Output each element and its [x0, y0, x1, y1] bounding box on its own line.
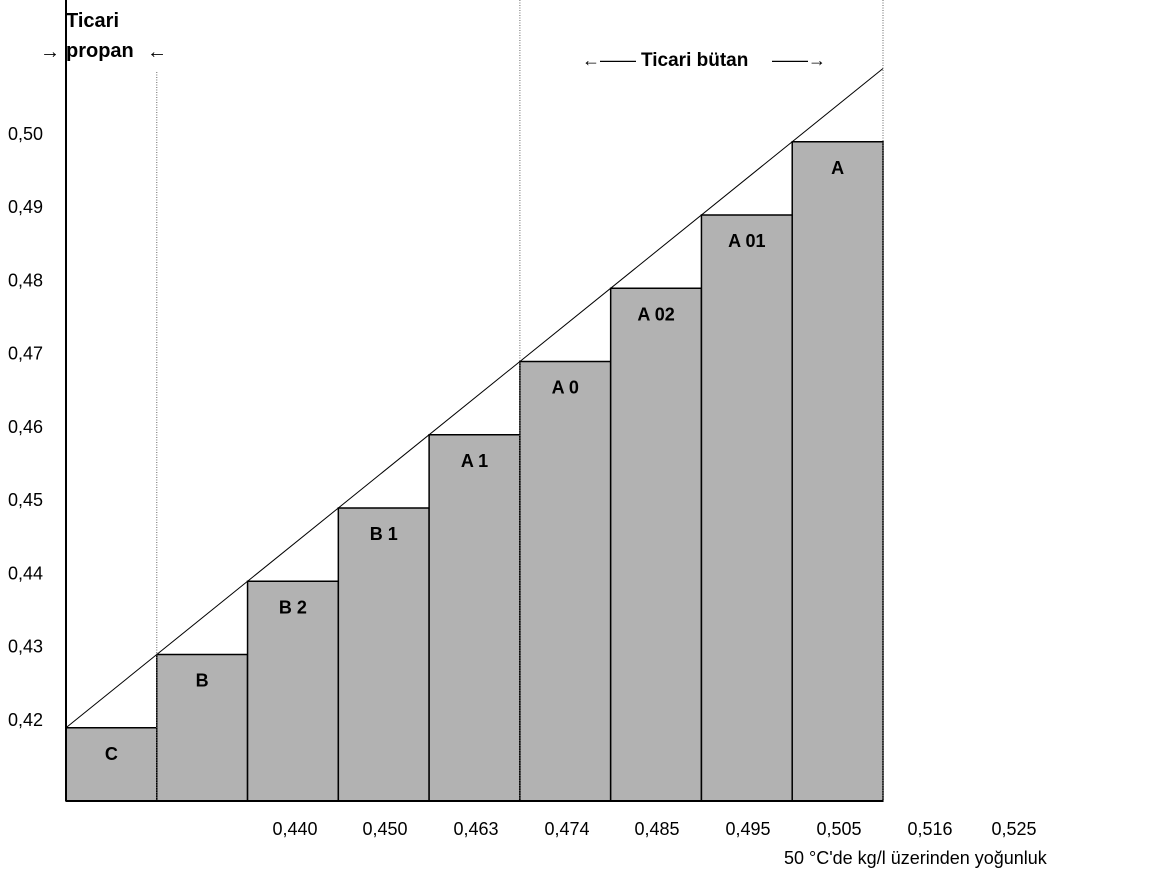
diagonal-line — [65, 68, 884, 729]
bar-b2 — [246, 580, 340, 802]
bar-label: A 02 — [637, 304, 674, 324]
bar-label: A 01 — [728, 231, 765, 251]
x-tick-labels: 0,440 0,450 0,463 0,474 0,485 0,495 0,505 0,516… — [272, 819, 1036, 839]
butane-arrow-right: ——→ — [772, 50, 826, 70]
propane-label-line1: Ticari — [66, 10, 119, 32]
bar-b — [156, 653, 249, 802]
bar-label: B 1 — [370, 524, 398, 544]
y-tick-label: 0,45 — [8, 490, 43, 510]
bar-label: B 2 — [279, 597, 307, 617]
y-tick-label: 0,46 — [8, 417, 43, 437]
x-tick-label: 0,463 — [453, 819, 498, 839]
y-tick-label: 0,44 — [8, 563, 43, 583]
butane-label: Ticari bütan — [641, 50, 748, 71]
y-tick-label: 0,43 — [8, 637, 43, 657]
x-tick-label: 0,440 — [272, 819, 317, 839]
bar-label: C — [105, 744, 118, 764]
x-tick-label: 0,516 — [907, 819, 952, 839]
x-tick-label: 0,474 — [544, 819, 589, 839]
x-axis-label: 50 °C'de kg/l üzerinden yoğunluk — [784, 848, 1048, 868]
y-tick-label: 0,47 — [8, 344, 43, 364]
x-tick-label: 0,450 — [362, 819, 407, 839]
y-tick-label: 0,48 — [8, 270, 43, 290]
y-tick-label: 0,50 — [8, 124, 43, 144]
bar-label: A 1 — [461, 451, 488, 471]
propane-label-line2: propan — [66, 40, 134, 62]
guides-group — [156, 0, 884, 801]
bar-b1 — [337, 507, 430, 802]
bars-group: C B B 2 B 1 A 1 A 0 A 02 A 01 A — [65, 141, 884, 802]
bar-label: B — [196, 671, 209, 691]
x-tick-label: 0,495 — [725, 819, 770, 839]
propane-arrow-left: → — [40, 41, 60, 63]
bar-a02 — [609, 287, 703, 802]
bar-a0 — [519, 360, 612, 802]
x-tick-label: 0,525 — [991, 819, 1036, 839]
y-tick-labels: 0,42 0,43 0,44 0,45 0,46 0,47 0,48 0,49 0,50 — [8, 124, 43, 730]
bar-label: A — [831, 158, 844, 178]
x-tick-label: 0,485 — [634, 819, 679, 839]
propane-arrow-right: ← — [147, 41, 167, 63]
x-tick-label: 0,505 — [816, 819, 861, 839]
y-tick-label: 0,42 — [8, 710, 43, 730]
bar-label: A 0 — [552, 378, 579, 398]
bar-c — [65, 727, 158, 802]
y-tick-label: 0,49 — [8, 197, 43, 217]
butane-arrow-left: ←—— — [582, 50, 636, 70]
bar-a — [791, 141, 884, 802]
bar-a01 — [700, 214, 793, 802]
bar-a1 — [428, 434, 521, 802]
